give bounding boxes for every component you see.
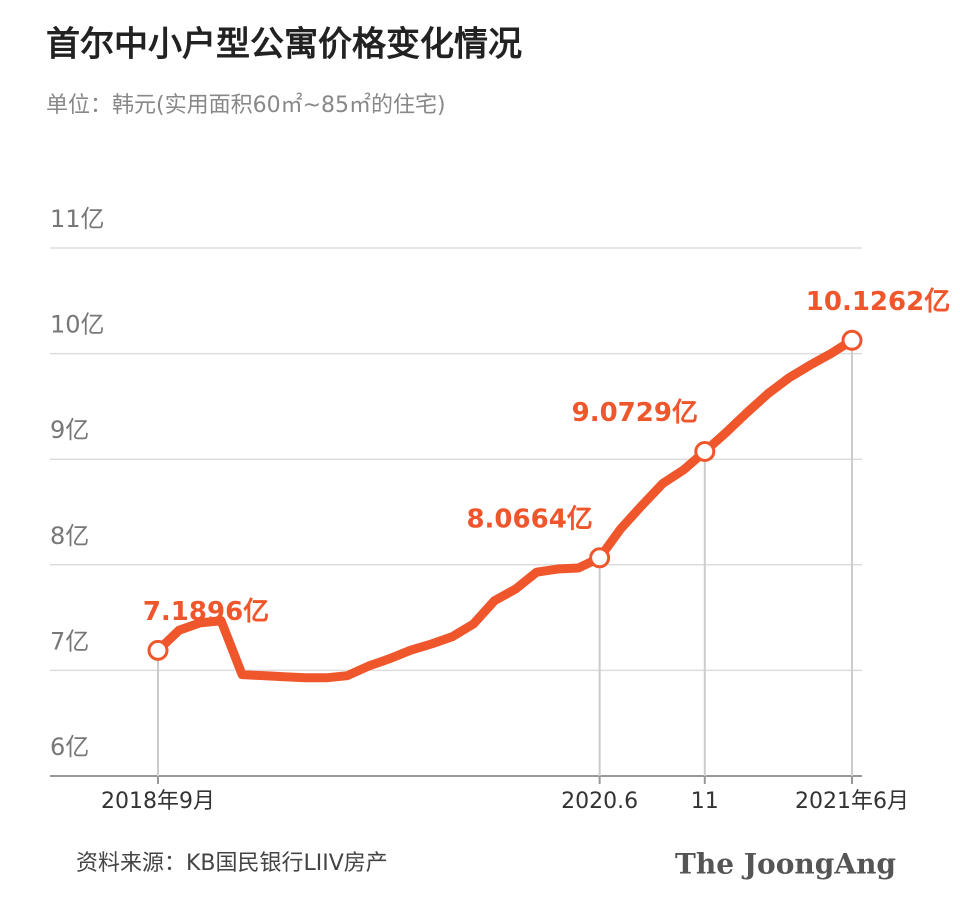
y-tick-label: 7亿 (50, 627, 89, 655)
data-point (147, 639, 169, 661)
x-tick-label: 2018年9月 (101, 789, 215, 814)
data-point (694, 441, 716, 463)
x-tick-label: 2020.6 (561, 789, 638, 814)
x-tick-label: 11 (691, 789, 719, 814)
data-label: 10.1262亿 (806, 287, 950, 317)
y-tick-label: 11亿 (50, 205, 105, 233)
y-tick-label: 6亿 (50, 733, 89, 761)
brand: The JoongAng (675, 848, 896, 881)
source: 资料来源：KB国民银行LIIV房产 (76, 851, 388, 876)
y-tick-label: 9亿 (50, 416, 89, 444)
y-tick-label: 10亿 (50, 311, 105, 339)
data-line (153, 335, 857, 683)
data-label: 9.0729亿 (572, 398, 698, 428)
data-label: 8.0664亿 (466, 504, 592, 534)
data-label: 7.1896亿 (143, 597, 269, 627)
chart-subtitle: 单位：韩元(实用面积60㎡~85㎡的住宅) (46, 92, 446, 118)
y-tick-label: 8亿 (50, 522, 89, 550)
chart-title: 首尔中小户型公寓价格变化情况 (46, 25, 522, 65)
data-point (841, 329, 863, 351)
data-point (589, 547, 611, 569)
x-tick-label: 2021年6月 (795, 789, 909, 814)
